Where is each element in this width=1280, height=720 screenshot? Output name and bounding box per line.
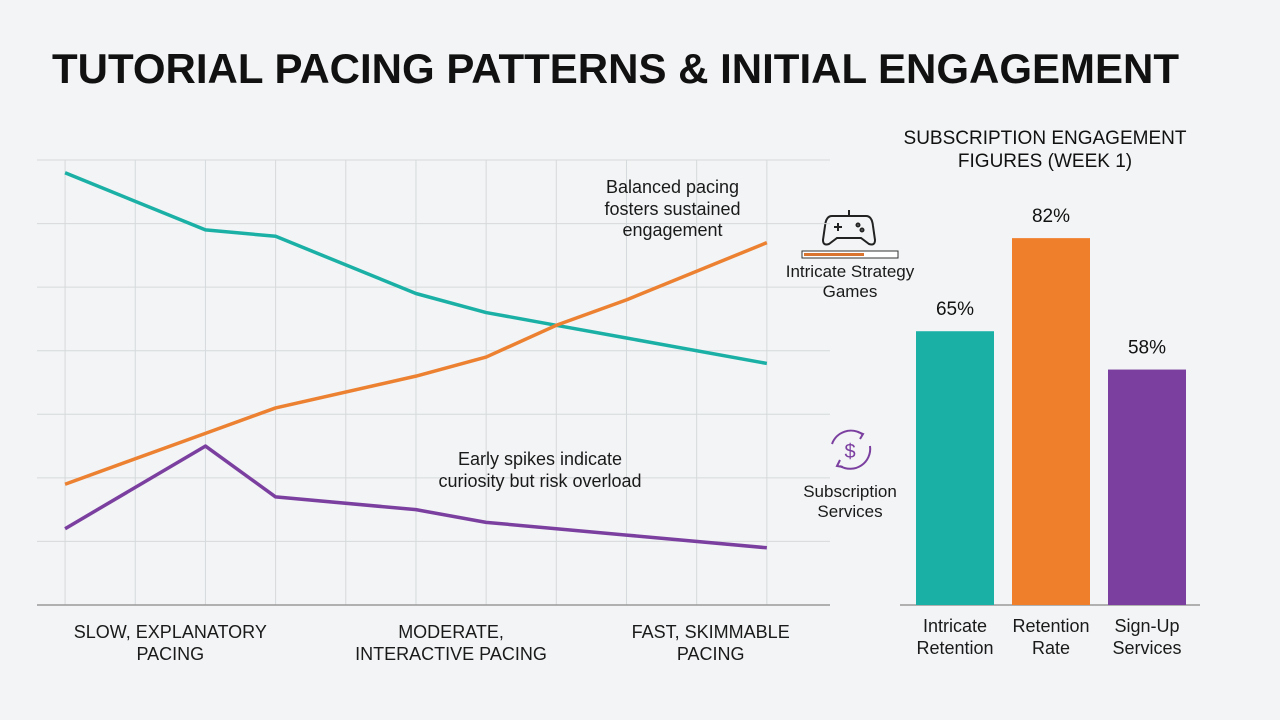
legend-label: Subscription Services (803, 482, 897, 522)
x-tick-label: MODERATE, INTERACTIVE PACING (355, 622, 547, 664)
dollar-icon: $ (831, 429, 872, 470)
annotation: Balanced pacing fosters sustained engage… (604, 177, 741, 241)
progress-icon (801, 250, 899, 259)
value-label: 65% (936, 299, 974, 320)
series-line (64, 241, 768, 486)
value-label: 82% (1032, 206, 1070, 227)
gamepad-icon (821, 210, 877, 246)
value-label: 58% (1128, 338, 1166, 359)
bar (916, 331, 994, 605)
series-line (64, 171, 768, 366)
legend-label: Intricate Strategy Games (785, 262, 915, 302)
bar (1012, 238, 1090, 605)
chart-title: SUBSCRIPTION ENGAGEMENT FIGURES (WEEK 1) (903, 128, 1187, 172)
annotation: Early spikes indicate curiosity but risk… (438, 449, 642, 491)
x-tick-label: SLOW, EXPLANATORY PACING (73, 622, 267, 664)
bar (1108, 369, 1186, 605)
chart-title: TUTORIAL PACING PATTERNS & INITIAL ENGAG… (52, 45, 1180, 92)
series-line (64, 444, 767, 550)
x-tick-label: FAST, SKIMMABLE PACING (631, 622, 790, 664)
x-tick-label: Intricate Retention (916, 616, 994, 658)
x-tick-label: Retention Rate (1012, 616, 1090, 658)
x-tick-label: Sign-Up Services (1112, 616, 1182, 658)
svg-text:$: $ (844, 441, 855, 463)
